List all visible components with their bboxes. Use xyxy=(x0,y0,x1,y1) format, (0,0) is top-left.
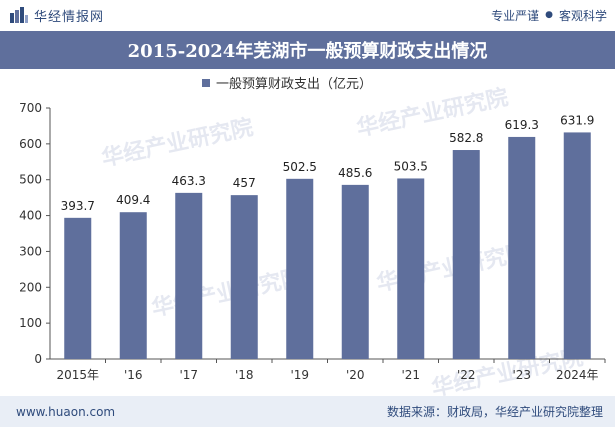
y-tick-label: 300 xyxy=(19,244,42,258)
bar xyxy=(563,132,591,359)
bar xyxy=(64,217,92,359)
legend: 一般预算财政支出（亿元） xyxy=(202,76,372,92)
y-tick-label: 0 xyxy=(34,352,42,366)
y-axis: 0 100 200 300 400 500 600 700 xyxy=(19,101,51,366)
data-label: 502.5 xyxy=(283,160,317,174)
chart-title-bar: 2015-2024年芜湖市一般预算财政支出情况 xyxy=(0,31,615,69)
data-label: 409.4 xyxy=(116,193,150,207)
data-label: 485.6 xyxy=(338,166,372,180)
y-tick-label: 500 xyxy=(19,173,42,187)
bars xyxy=(64,132,591,359)
y-tick-label: 100 xyxy=(19,316,42,330)
brand-name: 华经情报网 xyxy=(34,9,105,25)
y-tick-label: 700 xyxy=(19,101,42,115)
bar xyxy=(175,192,203,359)
bar xyxy=(397,178,425,359)
website-link[interactable]: www.huaon.com xyxy=(16,404,116,419)
x-tick-label: '16 xyxy=(124,368,143,382)
bar-chart: 一般预算财政支出（亿元） 0 100 200 300 400 500 600 700 2015… xyxy=(19,76,606,382)
data-label: 393.7 xyxy=(61,199,95,213)
bar xyxy=(286,178,314,359)
data-label: 457 xyxy=(233,176,256,190)
tagline-b: 客观科学 xyxy=(558,8,607,23)
tagline: 专业严谨 ● 客观科学 xyxy=(491,7,607,24)
x-tick-label: '22 xyxy=(457,368,476,382)
legend-label: 一般预算财政支出（亿元） xyxy=(216,76,372,92)
x-tick-label: '21 xyxy=(401,368,420,382)
bar xyxy=(508,136,536,359)
logo-icon xyxy=(10,7,28,23)
x-tick-label: '19 xyxy=(290,368,309,382)
bar xyxy=(119,212,147,359)
data-label: 631.9 xyxy=(560,113,594,127)
legend-swatch xyxy=(202,79,210,87)
tagline-a: 专业严谨 xyxy=(491,8,540,23)
data-label: 582.8 xyxy=(449,131,483,145)
x-axis: 2015年 '16 '17 '18 '19 '20 '21 '22 '23 2024年 xyxy=(50,358,606,382)
x-tick-label: '23 xyxy=(512,368,531,382)
chart-title: 2015-2024年芜湖市一般预算财政支出情况 xyxy=(127,41,488,62)
x-tick-label: 2024年 xyxy=(556,368,599,382)
x-tick-label: 2015年 xyxy=(56,368,99,382)
top-bar: 华经情报网 专业严谨 ● 客观科学 xyxy=(0,0,615,30)
data-source: 数据来源：财政局，华经产业研究院整理 xyxy=(386,405,603,419)
x-tick-label: '18 xyxy=(235,368,254,382)
data-label: 619.3 xyxy=(505,118,539,132)
brand: 华经情报网 xyxy=(10,6,104,25)
data-label: 503.5 xyxy=(394,159,428,173)
x-tick-label: '17 xyxy=(179,368,198,382)
data-labels: 393.7 409.4 463.3 457 502.5 485.6 503.5 582.8 61… xyxy=(61,113,595,212)
footer: www.huaon.com 数据来源：财政局，华经产业研究院整理 xyxy=(0,396,615,427)
x-tick-label: '20 xyxy=(346,368,365,382)
y-tick-label: 600 xyxy=(19,137,42,151)
y-tick-label: 400 xyxy=(19,209,42,223)
bar xyxy=(452,150,480,359)
y-tick-label: 200 xyxy=(19,280,42,294)
bar xyxy=(230,195,258,359)
data-label: 463.3 xyxy=(172,174,206,188)
tagline-separator: ● xyxy=(545,10,553,20)
bar xyxy=(341,184,369,359)
